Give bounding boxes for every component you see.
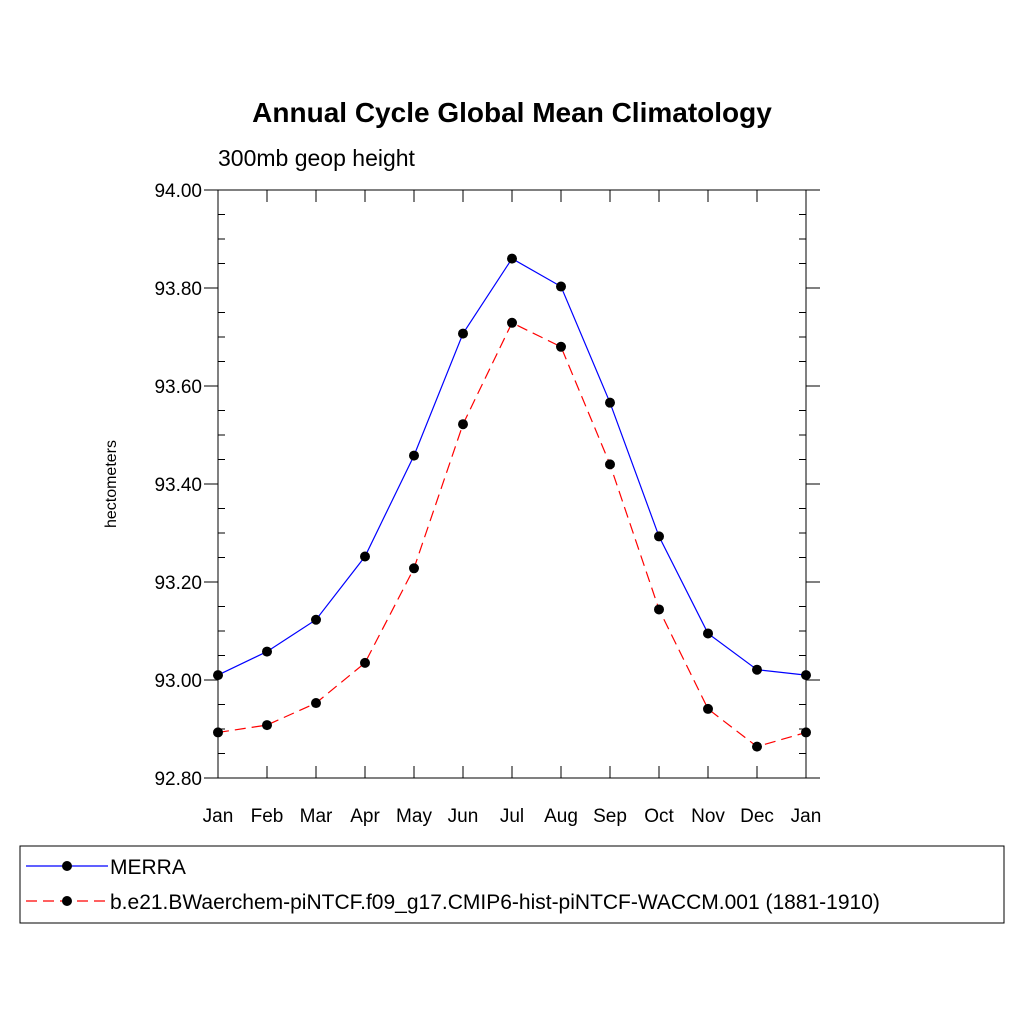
y-tick-label: 92.80 [154,769,202,790]
series-1 [213,317,811,752]
data-point [605,397,615,408]
data-point [703,628,713,639]
x-tick-label: Sep [593,806,627,827]
y-tick-labels: 92.80 93.00 93.20 93.40 93.60 93.80 94.00 [154,181,202,790]
y-tick-label: 93.00 [154,671,202,692]
data-point [458,328,468,339]
x-tick-labels: Jan Feb Mar Apr May Jun Jul Aug Sep Oct Nov Dec Jan [203,806,822,827]
chart-subtitle: 300mb geop height [218,145,416,171]
data-point [556,281,566,292]
x-tick-label: Dec [740,806,774,827]
legend-marker-0 [62,861,72,871]
series-layer [213,253,811,752]
data-point [507,253,517,264]
data-point [458,419,468,430]
series-0 [213,253,811,681]
chart-title: Annual Cycle Global Mean Climatology [252,97,772,128]
data-point [360,657,370,668]
data-point [703,703,713,714]
data-point [311,614,321,625]
data-point [311,698,321,709]
x-tick-label: May [396,806,432,827]
legend-marker-1 [62,896,72,906]
data-point [262,720,272,731]
axis-ticks [204,189,820,779]
data-point [752,664,762,675]
x-tick-label: Nov [691,806,725,827]
y-tick-label: 93.80 [154,279,202,300]
data-point [213,727,223,738]
y-tick-label: 94.00 [154,181,202,202]
legend: MERRA b.e21.BWaerchem-piNTCF.f09_g17.CMIP… [26,856,880,914]
data-point [213,670,223,681]
x-tick-label: Oct [644,806,674,827]
x-tick-label: Jan [203,806,234,827]
data-point [556,341,566,352]
x-tick-label: Apr [350,806,380,827]
data-point [654,604,664,615]
plot-frame [217,189,807,779]
series-line [217,321,807,748]
x-tick-label: Jan [791,806,822,827]
legend-label-1: b.e21.BWaerchem-piNTCF.f09_g17.CMIP6-his… [110,891,880,914]
y-tick-label: 93.60 [154,377,202,398]
x-tick-label: Mar [300,806,333,827]
x-tick-label: Feb [251,806,284,827]
y-tick-label: 93.40 [154,475,202,496]
legend-box [19,845,1005,924]
data-point [360,551,370,562]
y-tick-label: 93.20 [154,573,202,594]
data-point [507,317,517,328]
x-tick-label: Jul [500,806,524,827]
data-point [801,727,811,738]
data-point [801,670,811,681]
y-axis-label: hectometers [103,440,120,528]
x-tick-label: Jun [448,806,479,827]
data-point [752,741,762,752]
data-point [409,450,419,461]
data-point [262,646,272,657]
data-point [654,531,664,542]
data-point [409,563,419,574]
legend-label-0: MERRA [110,856,186,879]
x-tick-label: Aug [544,806,578,827]
data-point [605,459,615,470]
